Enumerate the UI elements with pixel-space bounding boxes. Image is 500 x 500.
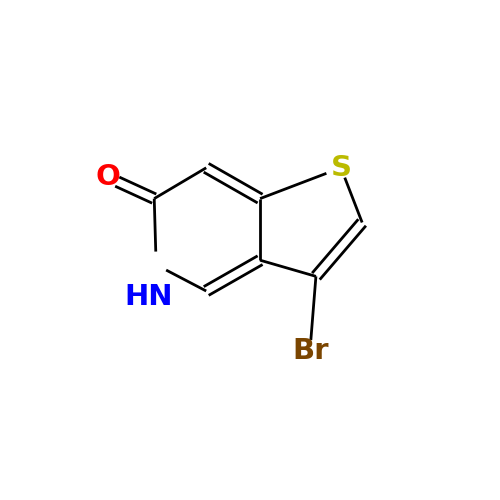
Text: HN: HN bbox=[124, 283, 172, 311]
Text: Br: Br bbox=[292, 336, 329, 364]
Text: O: O bbox=[96, 164, 120, 192]
Text: S: S bbox=[330, 154, 351, 182]
